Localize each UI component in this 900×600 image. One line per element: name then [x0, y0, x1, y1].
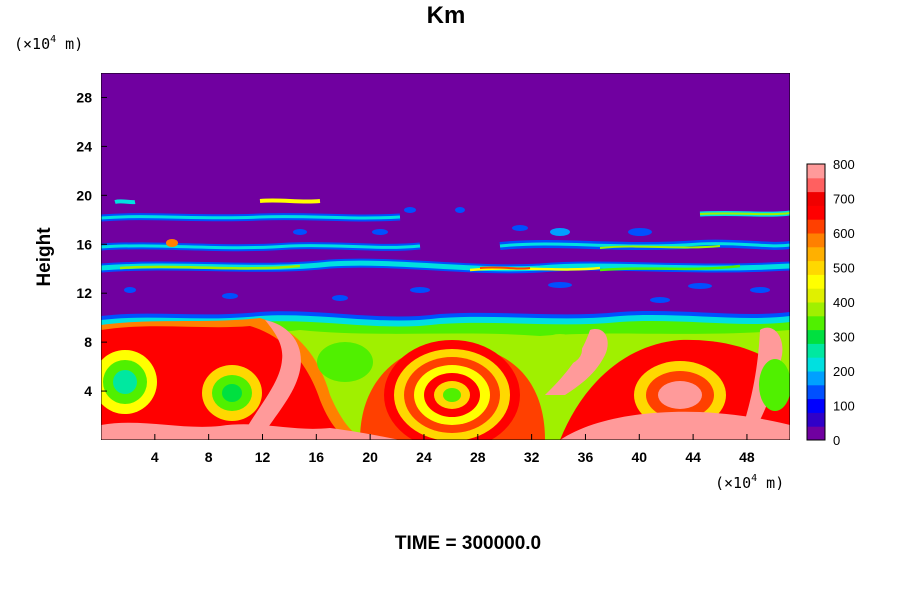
x-tick-label: 20 [362, 449, 378, 465]
y-tick-label: 20 [76, 187, 92, 203]
colorbar-swatch [807, 343, 825, 358]
colorbar-swatch [807, 357, 825, 372]
chart-title: Km [427, 2, 466, 29]
x-tick-label: 16 [309, 449, 325, 465]
y-axis-title: Height [34, 227, 55, 287]
colorbar-swatch [807, 315, 825, 331]
y-tick-label: 24 [76, 138, 92, 154]
x-tick-label: 28 [470, 449, 486, 465]
colorbar-swatch [807, 177, 825, 193]
x-tick-label: 36 [578, 449, 594, 465]
x-axis-ticks: 4 8 12 16 20 24 28 32 36 40 44 48 [151, 434, 755, 465]
colorbar-tick-label: 100 [833, 399, 855, 414]
colorbar-swatch [807, 371, 825, 386]
colorbar-swatch [807, 233, 825, 248]
y-tick-label: 12 [76, 285, 92, 301]
colorbar-swatch [807, 302, 825, 317]
y-axis-ticks: 4 8 12 16 20 24 28 [76, 89, 107, 399]
colorbar-tick-label: 300 [833, 330, 855, 345]
x-tick-label: 24 [416, 449, 432, 465]
x-tick-label: 4 [151, 449, 159, 465]
colorbar-swatch [807, 260, 825, 275]
colorbar-tick-label: 800 [833, 157, 855, 172]
heatmap-plot-area [101, 73, 790, 440]
time-label: TIME = 300000.0 [395, 533, 541, 554]
colorbar-frame [806, 163, 826, 441]
y-unit-label: (×104 m) [14, 34, 83, 53]
colorbar-swatch [807, 288, 825, 303]
colorbar-swatch [807, 191, 825, 206]
colorbar-tick-label: 200 [833, 364, 855, 379]
y-tick-label: 8 [84, 334, 92, 350]
y-tick-label: 4 [84, 383, 92, 399]
colorbar-swatch [807, 164, 825, 179]
colorbar-swatch [807, 274, 825, 289]
colorbar-swatch [807, 329, 825, 344]
colorbar-tick-label: 0 [833, 433, 840, 448]
colorbar-swatch [807, 205, 825, 220]
x-unit-label: (×104 m) [715, 473, 784, 492]
colorbar-tick-label: 500 [833, 261, 855, 276]
colorbar-swatch [807, 246, 825, 262]
x-tick-label: 12 [255, 449, 271, 465]
upper-turbulent-bands [101, 198, 790, 303]
y-tick-label: 28 [76, 89, 92, 105]
colorbar-swatch [807, 384, 825, 400]
colorbar-swatch [807, 398, 825, 413]
x-tick-label: 44 [685, 449, 701, 465]
colorbar: 0 100 200 300 400 500 600 700 800 [806, 157, 855, 448]
x-tick-label: 40 [631, 449, 647, 465]
colorbar-tick-label: 400 [833, 295, 855, 310]
colorbar-swatch [807, 426, 825, 441]
colorbar-swatch [807, 412, 825, 427]
x-tick-label: 8 [205, 449, 213, 465]
colorbar-tick-label: 600 [833, 226, 855, 241]
boundary-layer-eddies [101, 311, 790, 440]
x-tick-label: 48 [739, 449, 755, 465]
colorbar-swatch [807, 219, 825, 234]
y-tick-label: 16 [76, 236, 92, 252]
x-tick-label: 32 [524, 449, 540, 465]
colorbar-tick-label: 700 [833, 192, 855, 207]
